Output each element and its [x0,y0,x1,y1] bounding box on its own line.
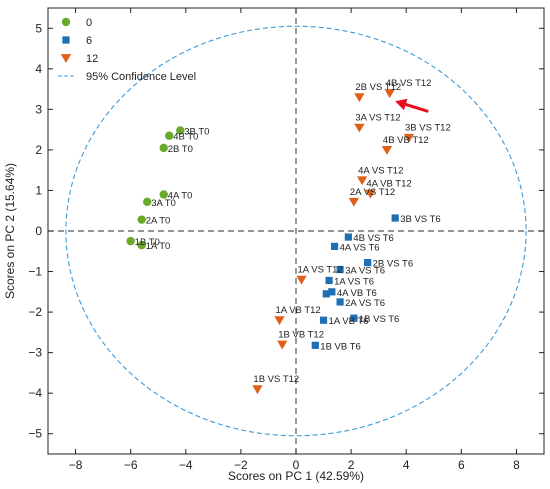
y-tick-label: −1 [28,265,42,279]
point-label: 4B T0 [173,132,198,143]
point-label: 2A T0 [146,216,171,227]
y-axis-label: Scores on PC 2 (15.64%) [3,163,17,299]
y-tick-label: 4 [35,62,42,76]
data-point-1-1 [345,233,352,240]
x-tick-label: −4 [179,458,193,472]
legend-entry: 6 [86,35,92,47]
point-label: 3A VS T12 [355,113,400,124]
y-tick-label: −3 [28,346,42,360]
x-tick-label: −8 [69,458,83,472]
point-label: 4A VS T6 [340,242,380,253]
point-label: 2B VS T12 [355,82,401,93]
y-tick-label: −5 [28,427,42,441]
x-tick-label: 4 [403,458,410,472]
point-label: 1B VS T12 [253,374,299,385]
point-label: 1B VB T12 [278,330,324,341]
point-label: 2A VS T6 [345,298,385,309]
x-tick-label: 6 [458,458,465,472]
data-point-1-7 [323,290,330,297]
point-label: 1A T0 [146,241,171,252]
y-tick-label: 3 [35,102,42,116]
data-point-1-10 [320,317,327,324]
point-label: 1A VB T12 [275,305,320,316]
data-point-1-5 [325,277,332,284]
point-label: 3A T0 [151,198,176,209]
y-tick-label: 1 [35,183,42,197]
x-tick-label: 8 [513,458,520,472]
y-tick-label: 0 [35,224,42,238]
data-point-0-6 [126,237,134,245]
data-point-0-4 [143,198,151,206]
data-point-0-2 [160,144,168,152]
x-axis-label: Scores on PC 1 (42.59%) [228,469,364,483]
point-label: 4B VB T12 [383,135,429,146]
point-label: 2A VS T12 [350,187,395,198]
point-label: 1B VB T6 [320,341,361,352]
legend-marker-1 [62,36,69,43]
data-point-1-8 [336,298,343,305]
y-tick-label: 2 [35,143,42,157]
legend-entry: 0 [86,17,92,29]
legend-entry: 12 [86,53,98,65]
data-point-0-1 [165,132,173,140]
y-tick-label: −2 [28,305,42,319]
point-label: 3B VS T6 [400,214,441,225]
y-tick-label: 5 [35,21,42,35]
data-point-1-0 [392,214,399,221]
point-label: 3A VS T6 [345,266,385,277]
point-label: 1A VB T6 [329,316,369,327]
point-label: 2B T0 [168,144,193,155]
y-tick-label: −4 [28,386,42,400]
x-tick-label: −6 [124,458,138,472]
point-label: 3B VS T12 [405,123,451,134]
data-point-1-11 [312,342,319,349]
legend-marker-0 [62,18,70,26]
data-point-1-2 [331,243,338,250]
point-label: 4A VS T12 [358,165,403,176]
data-point-0-5 [137,215,145,223]
legend-entry-ellipse: 95% Confidence Level [86,71,196,83]
point-label: 1A VS T12 [298,265,343,276]
point-label: 1A VS T6 [334,276,374,287]
